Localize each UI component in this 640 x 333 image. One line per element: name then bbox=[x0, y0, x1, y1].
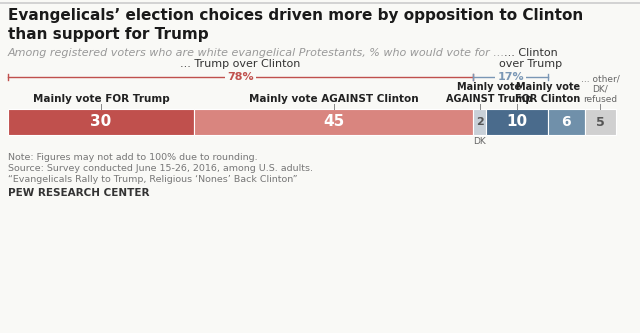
Text: 5: 5 bbox=[596, 116, 605, 129]
Text: 6: 6 bbox=[561, 115, 571, 129]
Text: ... Trump over Clinton: ... Trump over Clinton bbox=[180, 59, 301, 69]
Text: ... other/
DK/
refused: ... other/ DK/ refused bbox=[581, 74, 620, 104]
Text: Among registered voters who are white evangelical Protestants, % who would vote : Among registered voters who are white ev… bbox=[8, 48, 506, 58]
Bar bbox=[585, 109, 616, 135]
Text: Mainly vote FOR Trump: Mainly vote FOR Trump bbox=[33, 94, 170, 104]
Bar bbox=[474, 109, 486, 135]
Text: 45: 45 bbox=[323, 115, 344, 130]
Text: 2: 2 bbox=[476, 117, 483, 127]
Text: Mainly vote AGAINST Clinton: Mainly vote AGAINST Clinton bbox=[249, 94, 419, 104]
Text: 30: 30 bbox=[90, 115, 112, 130]
Bar bbox=[8, 109, 194, 135]
Text: Mainly vote
FOR Clinton: Mainly vote FOR Clinton bbox=[515, 82, 580, 104]
Text: “Evangelicals Rally to Trump, Religious ‘Nones’ Back Clinton”: “Evangelicals Rally to Trump, Religious … bbox=[8, 175, 298, 184]
Text: ... Clinton
over Trump: ... Clinton over Trump bbox=[499, 48, 562, 69]
Bar bbox=[194, 109, 474, 135]
Text: PEW RESEARCH CENTER: PEW RESEARCH CENTER bbox=[8, 188, 150, 198]
Bar bbox=[548, 109, 585, 135]
Text: Mainly vote
AGAINST Trump: Mainly vote AGAINST Trump bbox=[445, 82, 532, 104]
Text: Note: Figures may not add to 100% due to rounding.: Note: Figures may not add to 100% due to… bbox=[8, 153, 258, 162]
Text: DK: DK bbox=[473, 137, 486, 146]
Text: Evangelicals’ election choices driven more by opposition to Clinton
than support: Evangelicals’ election choices driven mo… bbox=[8, 8, 583, 42]
Text: 10: 10 bbox=[506, 115, 527, 130]
Text: Source: Survey conducted June 15-26, 2016, among U.S. adults.: Source: Survey conducted June 15-26, 201… bbox=[8, 164, 313, 173]
Bar bbox=[486, 109, 548, 135]
Text: 78%: 78% bbox=[227, 72, 254, 82]
Text: 17%: 17% bbox=[497, 72, 524, 82]
